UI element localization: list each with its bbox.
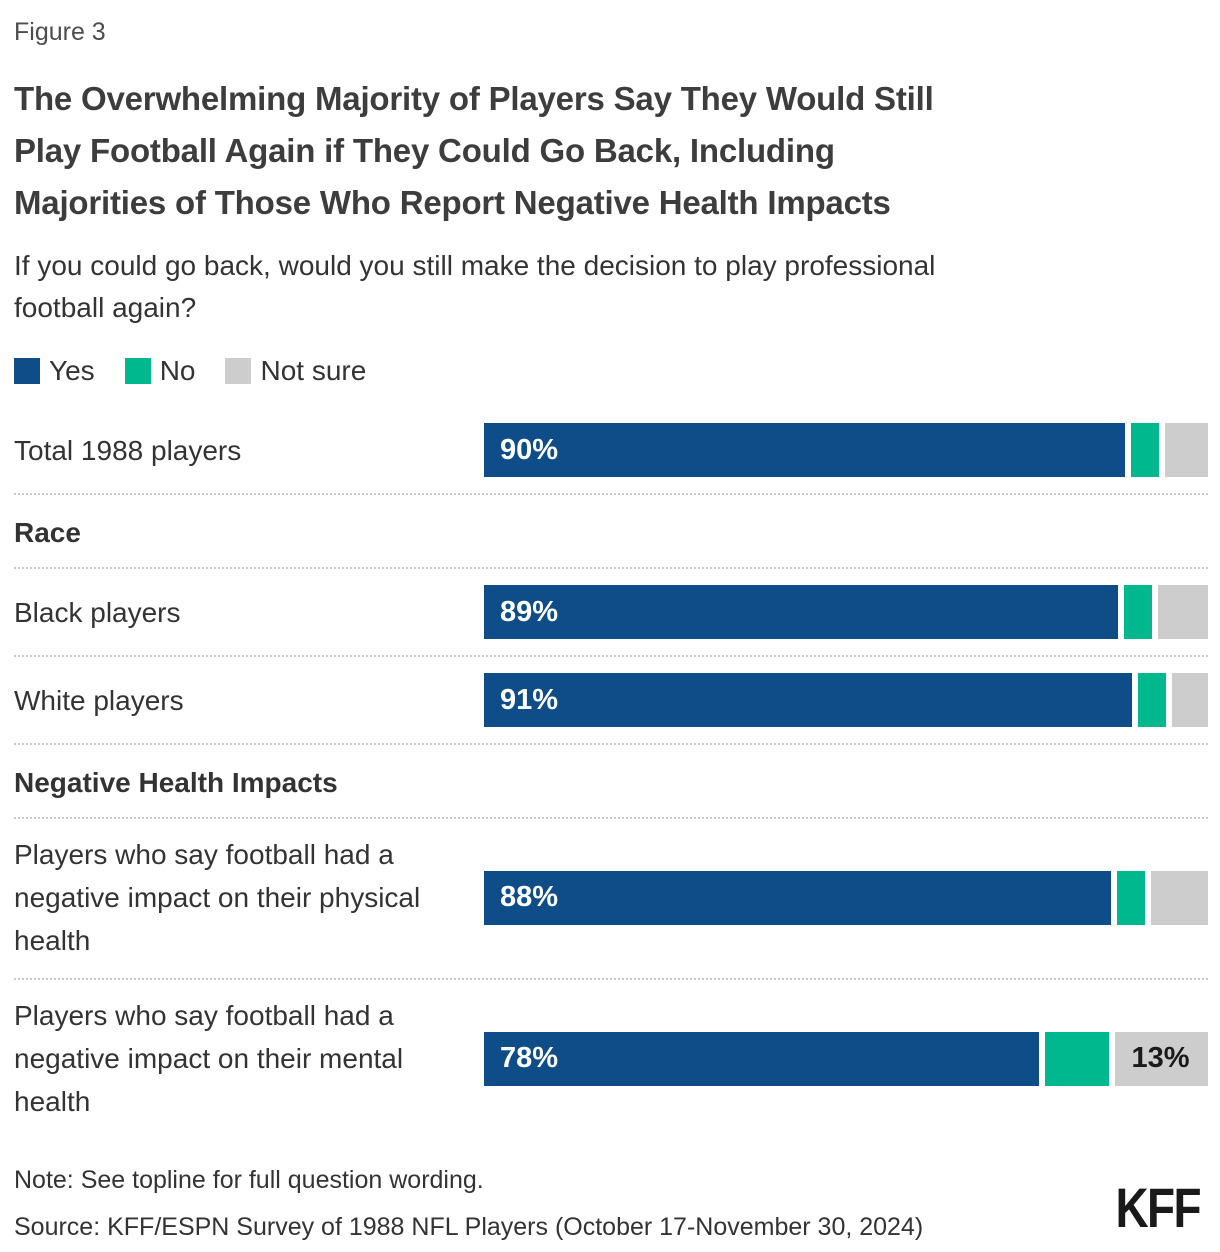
footer: Note: See topline for full question word…: [14, 1166, 1208, 1242]
chart-row-total-1988-players: Total 1988 players 90%: [14, 407, 1208, 495]
bar-track: 78% 13%: [484, 1031, 1208, 1086]
chart-subtitle-line-2: football again?: [14, 292, 197, 323]
row-label: Players who say football had a negative …: [14, 1000, 404, 1117]
chart-title-line-1: The Overwhelming Majority of Players Say…: [14, 80, 934, 117]
legend: Yes No Not sure: [14, 355, 1208, 387]
note-text: Note: See topline for full question word…: [14, 1166, 484, 1194]
row-label: Black players: [14, 596, 181, 628]
bar-segment-no: [1116, 870, 1146, 925]
row-label: Total 1988 players: [14, 434, 242, 466]
bar-segment-no: [1130, 423, 1160, 477]
bar-track: 90%: [484, 423, 1208, 477]
chart: Total 1988 players 90% Race Black players 89…: [14, 407, 1209, 1139]
legend-item-not-sure: Not sure: [225, 355, 366, 387]
section-header-race: Race: [14, 495, 1208, 569]
figure-number: Figure 3: [14, 18, 106, 46]
bar-track: 89%: [484, 585, 1209, 639]
section-header-negative-health-impacts: Negative Health Impacts: [14, 745, 1208, 819]
bar-segment-not-sure: [1151, 870, 1208, 925]
bar-segment-no: [1045, 1031, 1110, 1086]
legend-label-no: No: [159, 355, 196, 386]
bar-segment-yes: 78%: [484, 1031, 1040, 1086]
bar-value-label: 90%: [500, 433, 559, 466]
chart-subtitle-line-1: If you could go back, would you still ma…: [14, 250, 936, 281]
bar-value-label: 89%: [500, 595, 559, 628]
legend-label-yes: Yes: [49, 355, 95, 386]
figure-page: Figure 3 The Overwhelming Majority of Pl…: [14, 18, 1209, 1139]
bar-track: 88%: [484, 870, 1208, 925]
bar-segment-yes: 89%: [484, 585, 1118, 639]
chart-row-players-who-say-football-had-a-negative-: Players who say football had a negative …: [14, 980, 1208, 1139]
chart-subtitle: If you could go back, would you still ma…: [14, 245, 1208, 329]
bar-segment-yes: 91%: [484, 673, 1132, 727]
legend-item-no: No: [124, 355, 196, 387]
chart-row-white-players: White players 91%: [14, 657, 1208, 745]
bar-segment-no: [1123, 585, 1153, 639]
chart-row-players-who-say-football-had-a-negative-: Players who say football had a negative …: [14, 819, 1208, 980]
bar-segment-yes: 88%: [484, 870, 1111, 925]
bar-segment-no: [1137, 673, 1167, 727]
legend-label-not-sure: Not sure: [260, 355, 367, 386]
bar-segment-not-sure: [1172, 673, 1208, 727]
bar-segment-not-sure: [1165, 423, 1208, 477]
row-label: Players who say football had a negative …: [14, 839, 421, 956]
legend-swatch-not-sure-icon: [225, 358, 252, 384]
legend-swatch-no-icon: [124, 358, 151, 384]
bar-segment-not-sure: [1158, 585, 1209, 639]
chart-title-line-2: Play Football Again if They Could Go Bac…: [14, 132, 835, 169]
chart-title: The Overwhelming Majority of Players Say…: [14, 73, 1208, 229]
kff-logo: KFF: [1115, 1176, 1202, 1239]
chart-row-black-players: Black players 89%: [14, 569, 1209, 657]
legend-item-yes: Yes: [14, 355, 95, 387]
legend-swatch-yes-icon: [14, 358, 40, 384]
bar-value-label: 88%: [500, 881, 559, 913]
bar-segment-yes: 90%: [484, 423, 1125, 477]
row-label: White players: [14, 684, 184, 716]
bar-value-label: 91%: [500, 683, 559, 716]
bar-value-label: 78%: [500, 1042, 559, 1074]
bar-segment-not-sure: 13%: [1115, 1031, 1208, 1086]
chart-title-line-3: Majorities of Those Who Report Negative …: [14, 184, 891, 221]
source-text: Source: KFF/ESPN Survey of 1988 NFL Play…: [14, 1213, 924, 1241]
bar-track: 91%: [484, 673, 1208, 727]
bar-value-label: 13%: [1131, 1042, 1190, 1074]
